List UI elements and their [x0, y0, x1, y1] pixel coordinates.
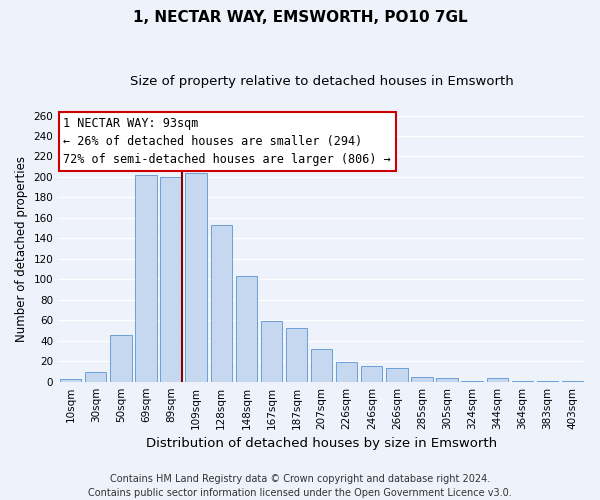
Y-axis label: Number of detached properties: Number of detached properties	[15, 156, 28, 342]
Bar	[411, 376, 433, 382]
Bar	[386, 368, 407, 382]
Text: 1 NECTAR WAY: 93sqm
← 26% of detached houses are smaller (294)
72% of semi-detac: 1 NECTAR WAY: 93sqm ← 26% of detached ho…	[64, 117, 391, 166]
X-axis label: Distribution of detached houses by size in Emsworth: Distribution of detached houses by size …	[146, 437, 497, 450]
Bar	[436, 378, 458, 382]
Bar	[512, 380, 533, 382]
Bar	[160, 177, 182, 382]
Bar	[461, 380, 483, 382]
Title: Size of property relative to detached houses in Emsworth: Size of property relative to detached ho…	[130, 75, 514, 88]
Bar	[236, 276, 257, 382]
Bar	[185, 173, 207, 382]
Bar	[361, 366, 382, 382]
Bar	[110, 334, 131, 382]
Bar	[537, 380, 558, 382]
Bar	[286, 328, 307, 382]
Bar	[261, 322, 282, 382]
Bar	[487, 378, 508, 382]
Text: Contains HM Land Registry data © Crown copyright and database right 2024.
Contai: Contains HM Land Registry data © Crown c…	[88, 474, 512, 498]
Bar	[85, 372, 106, 382]
Bar	[311, 349, 332, 382]
Text: 1, NECTAR WAY, EMSWORTH, PO10 7GL: 1, NECTAR WAY, EMSWORTH, PO10 7GL	[133, 10, 467, 25]
Bar	[211, 225, 232, 382]
Bar	[336, 362, 358, 382]
Bar	[562, 380, 583, 382]
Bar	[60, 378, 82, 382]
Bar	[136, 175, 157, 382]
